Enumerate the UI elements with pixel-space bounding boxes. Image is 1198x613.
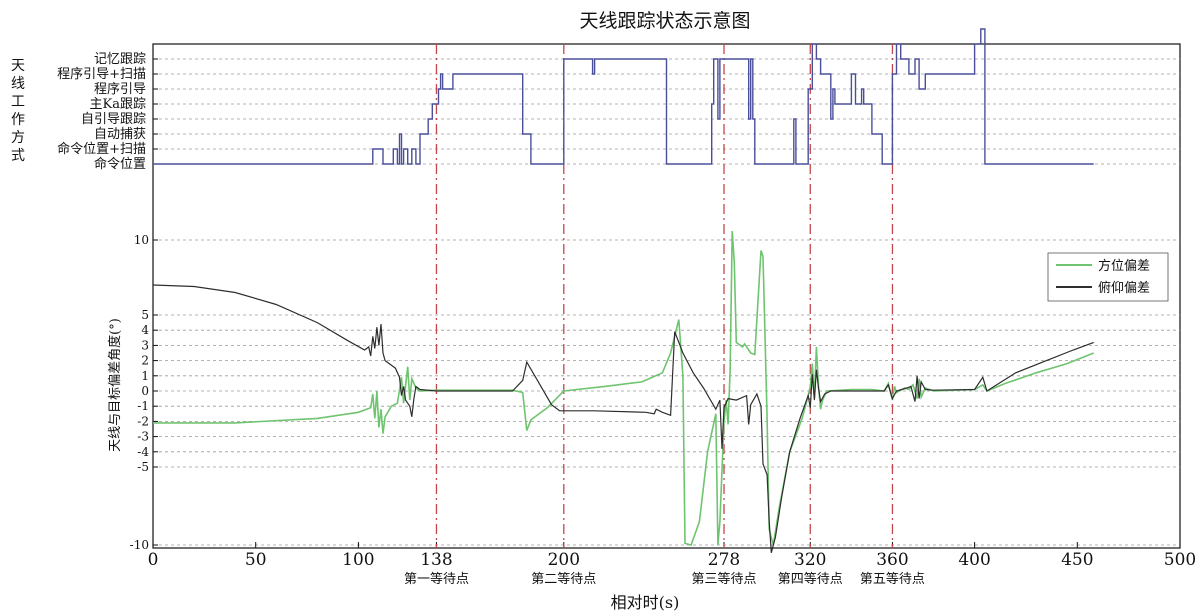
upper-y-axis-label-char: 线 — [11, 76, 25, 92]
waiting-point-label: 第一等待点 — [404, 571, 469, 587]
x-axis-label: 相对时(s) — [611, 593, 680, 612]
upper-y-axis-label-char: 天 — [11, 58, 25, 74]
x-tick-label: 320 — [794, 550, 826, 570]
y-tick-label: 3 — [141, 338, 149, 352]
y-tick-label: 0 — [141, 384, 149, 398]
upper-category-label: 命令位置+扫描 — [57, 141, 146, 157]
x-tick-label: 200 — [548, 550, 580, 570]
y-tick-label: 2 — [141, 354, 149, 368]
x-tick-label: 360 — [876, 550, 908, 570]
upper-category-label: 主Ka跟踪 — [90, 97, 146, 112]
upper-category-label: 程序引导 — [94, 82, 146, 97]
x-tick-label: 100 — [342, 550, 374, 570]
y-tick-label: -5 — [137, 460, 149, 474]
upper-category-label: 命令位置 — [94, 156, 146, 172]
azimuth-deviation-series — [153, 230, 1094, 546]
waiting-point-label: 第四等待点 — [778, 571, 843, 587]
y-tick-label: -3 — [137, 430, 149, 444]
work-mode-series — [153, 28, 1094, 165]
waiting-point-label: 第二等待点 — [531, 571, 596, 587]
x-tick-label: 400 — [958, 550, 990, 570]
lower-y-axis-label: 天线与目标偏差角度(°) — [107, 318, 123, 452]
legend-entry: 方位偏差 — [1098, 258, 1150, 274]
x-tick-label: 50 — [245, 550, 267, 570]
waiting-point-label: 第五等待点 — [860, 571, 925, 587]
upper-category-label: 记忆跟踪 — [94, 51, 146, 67]
y-tick-label: 1 — [141, 369, 149, 383]
upper-category-label: 程序引导+扫描 — [57, 67, 146, 82]
upper-y-axis-label: 天线工作方式 — [11, 58, 25, 164]
upper-y-axis-label-char: 工 — [11, 94, 25, 110]
x-tick-label: 450 — [1061, 550, 1093, 570]
x-tick-label: 0 — [148, 550, 159, 570]
x-tick-label: 500 — [1164, 550, 1196, 570]
waiting-point-label: 第三等待点 — [692, 571, 757, 587]
elevation-deviation-series — [152, 284, 1094, 553]
y-tick-label: 4 — [141, 323, 149, 337]
y-tick-label: -2 — [137, 414, 149, 428]
legend-box — [1047, 252, 1169, 302]
y-tick-label: -1 — [137, 399, 149, 413]
upper-y-axis-label-char: 作 — [11, 112, 25, 128]
legend-entry: 俯仰偏差 — [1098, 280, 1150, 296]
y-tick-label: -4 — [137, 445, 149, 459]
plot-area: 命令位置命令位置+扫描自动捕获自引导跟踪主Ka跟踪程序引导程序引导+扫描记忆跟踪… — [57, 28, 1196, 587]
x-tick-label: 138 — [420, 550, 452, 570]
y-tick-label: 5 — [141, 308, 149, 322]
upper-y-axis-label-char: 式 — [11, 148, 25, 164]
upper-y-axis-label-char: 方 — [11, 130, 25, 146]
plot-frame — [152, 43, 1181, 549]
chart-title: 天线跟踪状态示意图 — [579, 10, 750, 32]
y-tick-label: 10 — [134, 233, 149, 247]
upper-category-label: 自动捕获 — [94, 126, 146, 142]
y-tick-label: -10 — [130, 538, 149, 552]
x-tick-label: 278 — [708, 550, 740, 570]
upper-category-label: 自引导跟踪 — [81, 112, 146, 127]
